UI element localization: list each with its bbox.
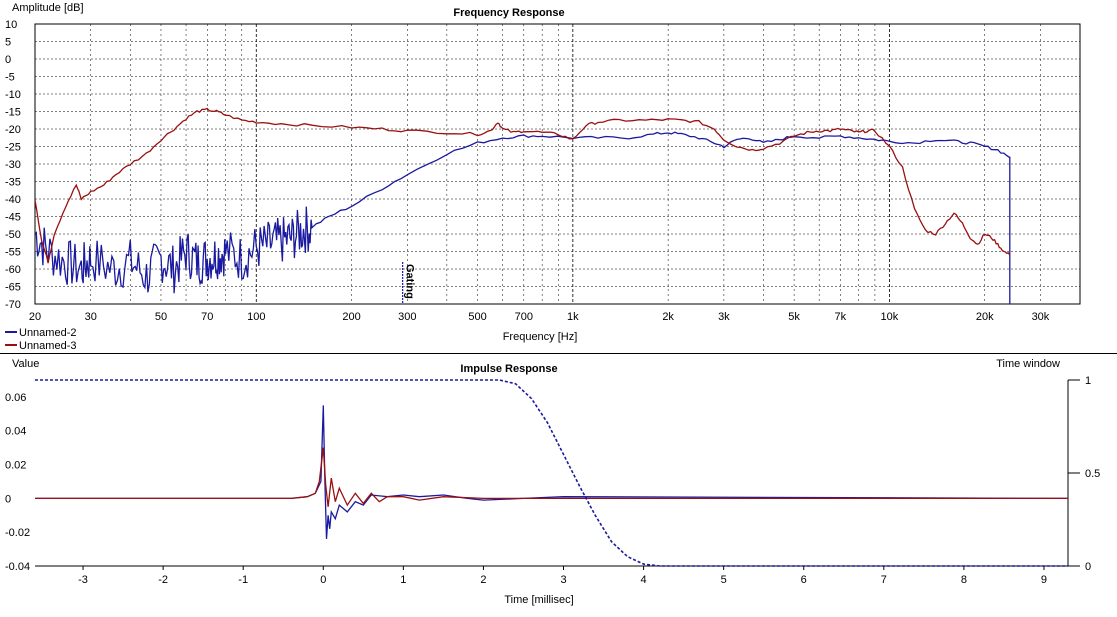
fr-x-tick-label: 20	[29, 311, 41, 323]
ir-x-tick-label: 1	[400, 574, 406, 586]
fr-y-tick-label: -35	[5, 177, 21, 189]
fr-series-line	[35, 107, 1011, 264]
gating-marker-label: Gating	[404, 264, 416, 299]
ir-y2-ticks: 10.50	[1068, 375, 1100, 573]
fr-y-tick-label: -50	[5, 229, 21, 241]
ir-series-line	[35, 405, 1069, 539]
fr-y-tick-label: -40	[5, 194, 21, 206]
fr-y-tick-label: -20	[5, 124, 21, 136]
ir-x-tick-label: 2	[480, 574, 486, 586]
fr-title: Frequency Response	[453, 7, 564, 19]
fr-x-tick-label: 7k	[835, 311, 847, 323]
fr-x-tick-label: 70	[201, 311, 213, 323]
ir-x-axis-label: Time [millisec]	[504, 594, 573, 606]
ir-y2-tick-label: 1	[1085, 375, 1091, 387]
legend-label: Unnamed-2	[19, 327, 76, 339]
ir-y2-tick-label: 0	[1085, 561, 1091, 573]
gating-marker: Gating	[402, 262, 416, 304]
fr-y-tick-label: 5	[5, 37, 11, 49]
fr-series-line	[35, 131, 1011, 304]
fr-x-tick-label: 30	[85, 311, 97, 323]
fr-x-tick-label: 700	[515, 311, 533, 323]
fr-y-ticks: 10 5 0 -5 -10 -15 -20 -25 -30 -35 -40 -45 -50 -55 -60 -…	[5, 19, 21, 311]
frequency-response-chart: Frequency Response Amplitude [dB] Freque…	[5, 2, 1081, 352]
fr-y-tick-label: 10	[5, 19, 17, 31]
fr-series	[35, 107, 1011, 304]
ir-x-tick-label: -1	[238, 574, 248, 586]
fr-x-tick-label: 200	[342, 311, 360, 323]
ir-x-tick-label: 0	[320, 574, 326, 586]
fr-x-tick-label: 10k	[881, 311, 899, 323]
fr-x-axis-label: Frequency [Hz]	[503, 331, 578, 343]
legend-label: Unnamed-3	[19, 340, 76, 352]
ir-x-tick-label: 3	[560, 574, 566, 586]
time-window-line	[35, 379, 1068, 567]
ir-y-tick-label: 0.04	[5, 426, 26, 438]
fr-x-tick-label: 1k	[567, 311, 579, 323]
ir-x-tick-label: -2	[158, 574, 168, 586]
fr-plot-area	[34, 23, 1081, 305]
impulse-response-chart: Impulse Response Value Time window Time …	[5, 358, 1100, 606]
ir-x-tick-label: 6	[801, 574, 807, 586]
fr-y-tick-label: -55	[5, 247, 21, 259]
fr-x-tick-label: 50	[155, 311, 167, 323]
ir-y-axis-label: Value	[12, 358, 39, 370]
ir-y-tick-label: 0.06	[5, 392, 26, 404]
fr-x-tick-label: 2k	[662, 311, 674, 323]
ir-y2-axis-label: Time window	[996, 358, 1060, 370]
fr-x-tick-label: 300	[398, 311, 416, 323]
fr-x-tick-label: 20k	[976, 311, 994, 323]
fr-y-tick-label: -65	[5, 282, 21, 294]
ir-x-tick-label: 7	[881, 574, 887, 586]
fr-x-tick-label: 500	[468, 311, 486, 323]
fr-y-tick-label: 0	[5, 54, 11, 66]
ir-x-tick-label: 4	[641, 574, 647, 586]
ir-y-ticks: 0.06 0.04 0.02 0 -0.02 -0.04	[5, 392, 30, 573]
fr-x-tick-label: 30k	[1032, 311, 1050, 323]
ir-y-tick-label: 0.02	[5, 460, 26, 472]
ir-x-tick-label: 5	[721, 574, 727, 586]
fr-y-axis-label: Amplitude [dB]	[12, 2, 84, 14]
ir-x-tick-label: 9	[1041, 574, 1047, 586]
ir-series	[35, 379, 1069, 567]
ir-y-tick-label: -0.04	[5, 561, 30, 573]
ir-series-line	[35, 447, 1068, 507]
fr-y-tick-label: -30	[5, 159, 21, 171]
ir-y-tick-label: 0	[5, 493, 11, 505]
fr-y-tick-label: -70	[5, 299, 21, 311]
fr-y-tick-label: -45	[5, 212, 21, 224]
ir-y2-tick-label: 0.5	[1085, 468, 1100, 480]
ir-y-tick-label: -0.02	[5, 527, 30, 539]
fr-y-tick-label: -5	[5, 72, 15, 84]
fr-x-tick-label: 100	[247, 311, 265, 323]
fr-y-tick-label: -10	[5, 89, 21, 101]
ir-x-tick-label: 8	[961, 574, 967, 586]
fr-x-tick-label: 5k	[788, 311, 800, 323]
ir-x-tick-label: -3	[78, 574, 88, 586]
fr-x-ticks: 20 30 50 70 100 200 300 500 700 1k 2k 3k 5k 7k 10k 20k 3…	[29, 311, 1050, 323]
fr-y-tick-label: -25	[5, 142, 21, 154]
fr-y-tick-label: -15	[5, 107, 21, 119]
ir-title: Impulse Response	[460, 363, 557, 375]
fr-grid	[35, 24, 1080, 304]
fr-y-tick-label: -60	[5, 264, 21, 276]
fr-x-tick-label: 3k	[718, 311, 730, 323]
ir-x-ticks: -3 -2 -1 0 1 2 3 4 5 6 7 8 9	[78, 566, 1047, 586]
